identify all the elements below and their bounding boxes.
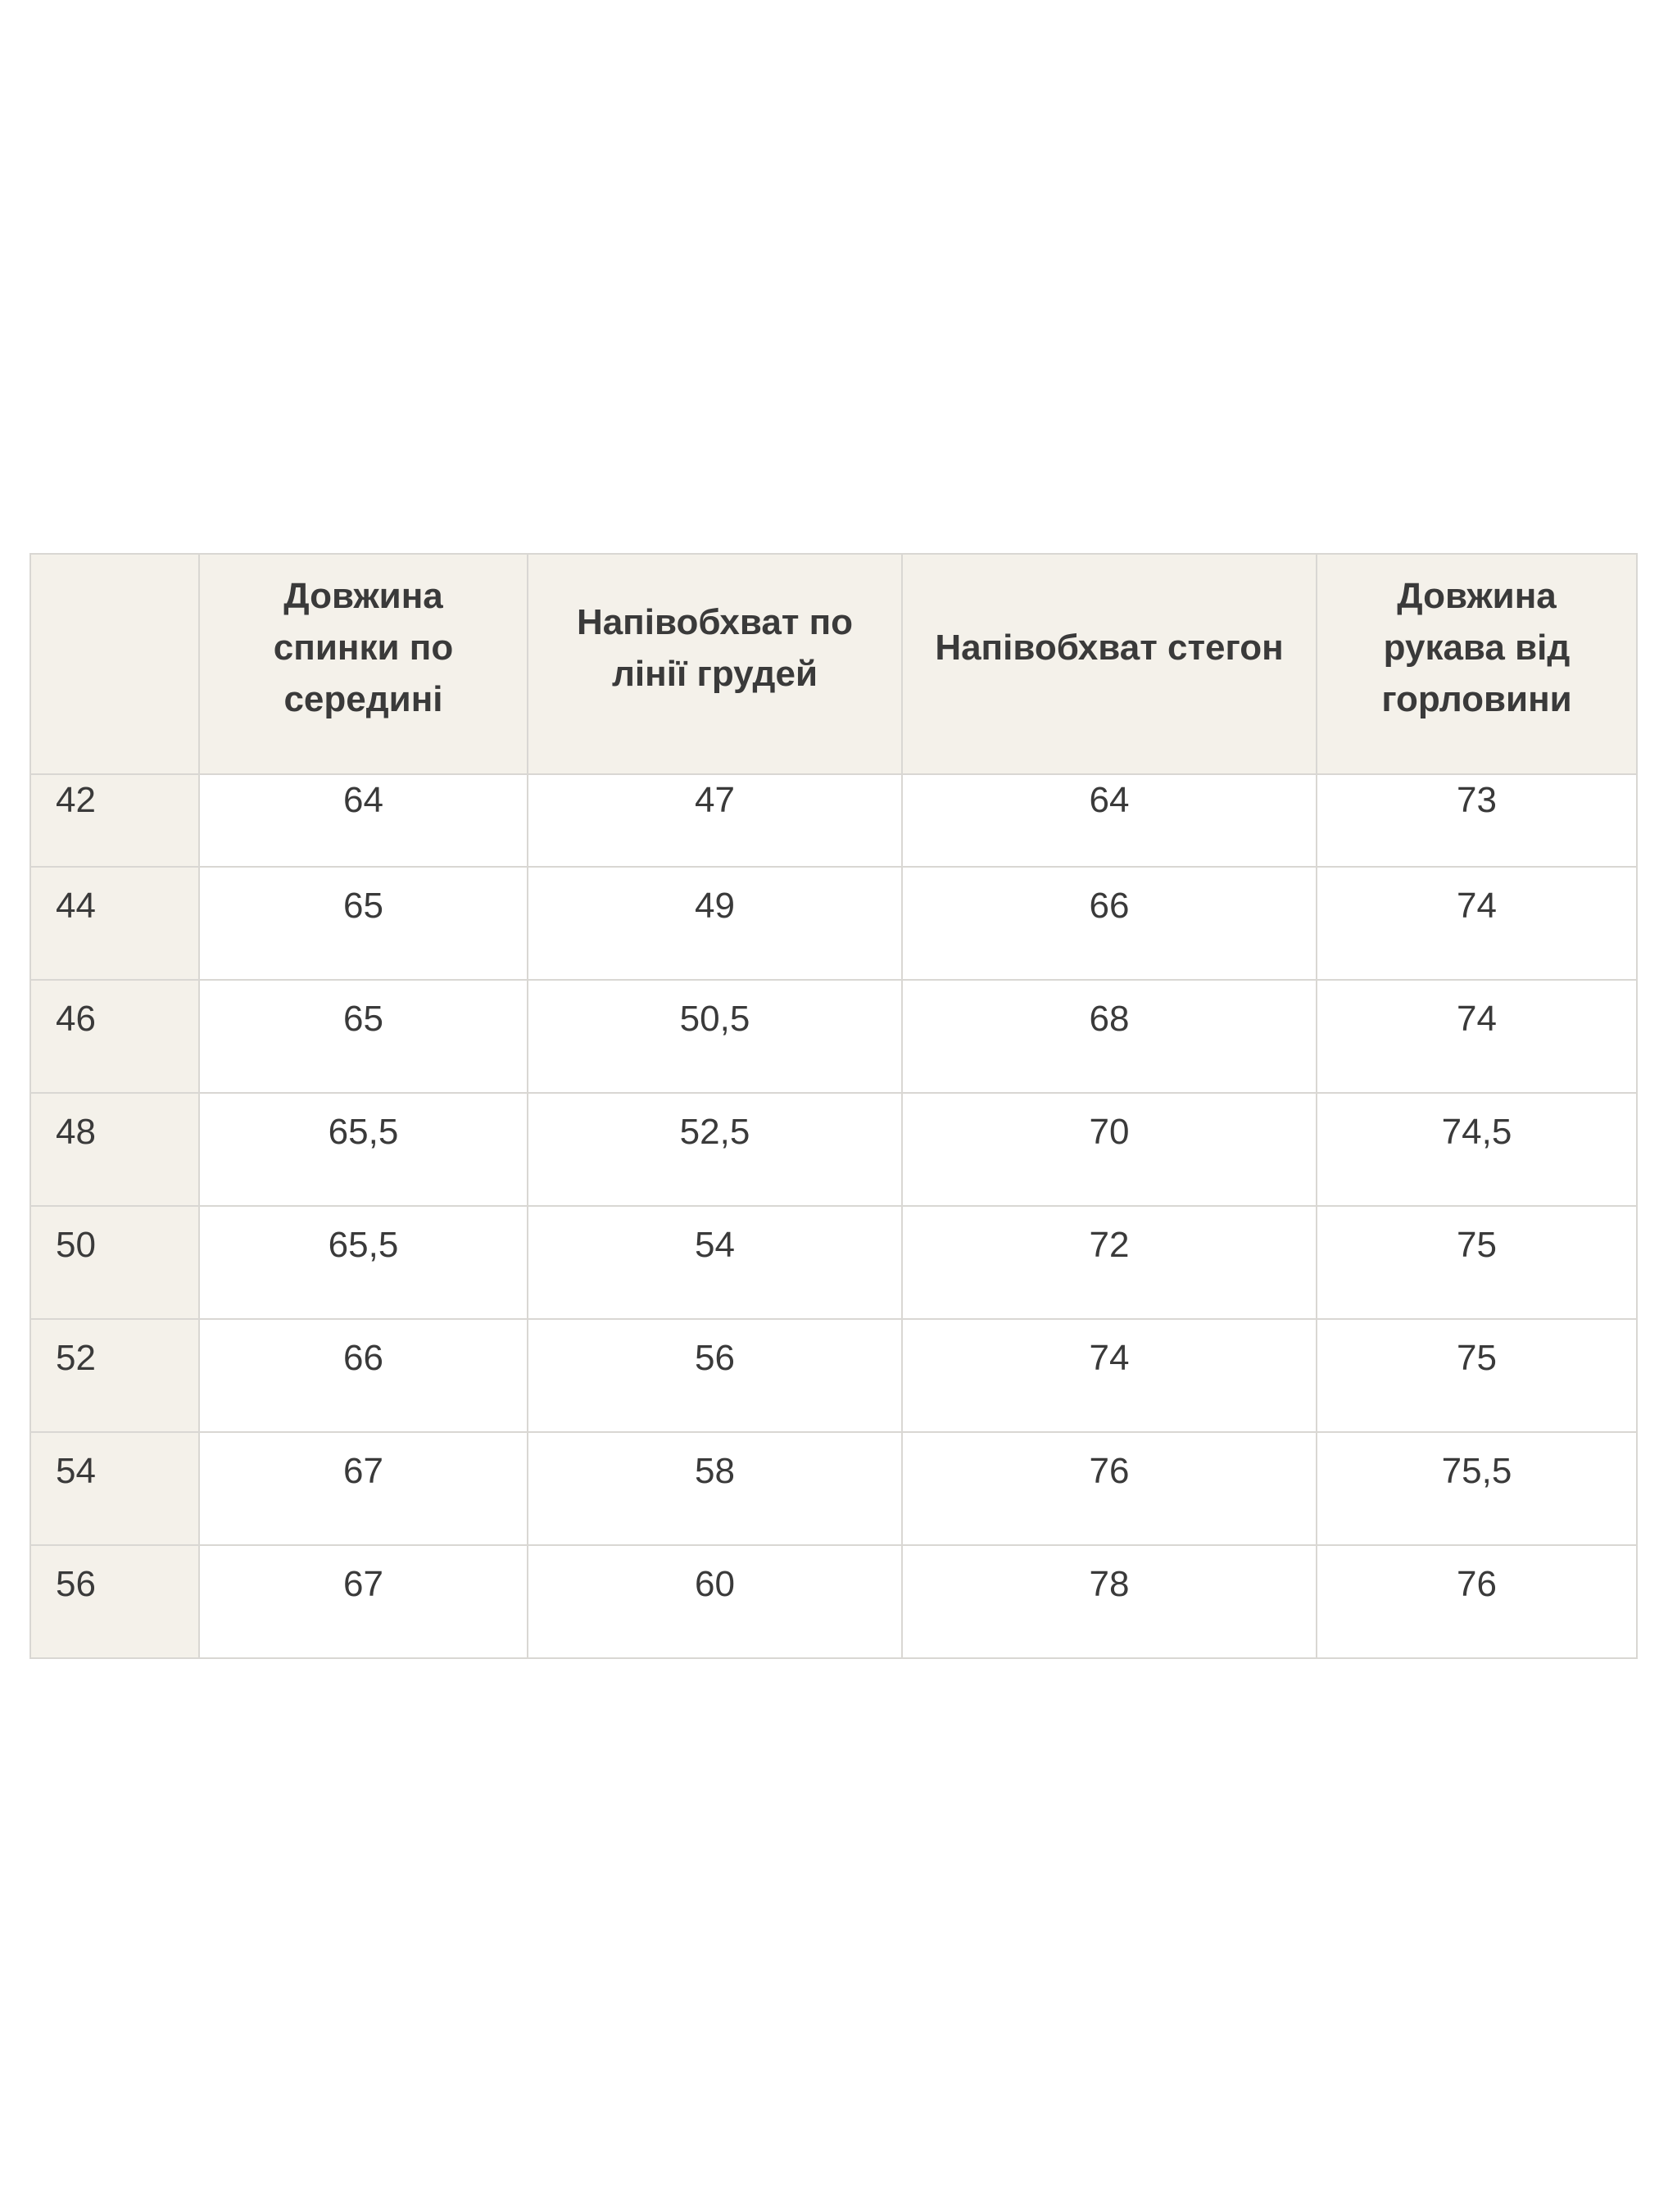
value-cell: 54	[527, 1205, 903, 1320]
table-row: 56 67 60 78 76	[29, 1544, 1638, 1659]
value-cell: 47	[527, 773, 903, 868]
row-size-cell: 44	[29, 866, 200, 981]
value-cell: 74	[1316, 866, 1638, 981]
table-row: 52 66 56 74 75	[29, 1318, 1638, 1433]
column-header-sleeve-length: Довжина рукава від горловини	[1316, 553, 1638, 775]
value-cell: 66	[901, 866, 1317, 981]
row-size-cell: 50	[29, 1205, 200, 1320]
column-header-half-chest: Напівобхват по лінії грудей	[527, 553, 903, 775]
value-cell: 74	[901, 1318, 1317, 1433]
value-cell: 56	[527, 1318, 903, 1433]
row-size-cell: 42	[29, 773, 200, 868]
table-row: 46 65 50,5 68 74	[29, 979, 1638, 1094]
row-size-cell: 52	[29, 1318, 200, 1433]
value-cell: 52,5	[527, 1092, 903, 1207]
row-size-cell: 46	[29, 979, 200, 1094]
table-row: 48 65,5 52,5 70 74,5	[29, 1092, 1638, 1207]
row-size-cell: 48	[29, 1092, 200, 1207]
value-cell: 49	[527, 866, 903, 981]
column-header-size	[29, 553, 200, 775]
value-cell: 75	[1316, 1205, 1638, 1320]
value-cell: 68	[901, 979, 1317, 1094]
table-row: 44 65 49 66 74	[29, 866, 1638, 981]
value-cell: 58	[527, 1431, 903, 1546]
value-cell: 78	[901, 1544, 1317, 1659]
value-cell: 76	[901, 1431, 1317, 1546]
value-cell: 64	[198, 773, 528, 868]
table-header-row: Довжина спинки по середині Напівобхват п…	[29, 553, 1638, 775]
value-cell: 67	[198, 1544, 528, 1659]
size-table: Довжина спинки по середині Напівобхват п…	[29, 553, 1638, 1659]
column-header-back-length: Довжина спинки по середині	[198, 553, 528, 775]
value-cell: 65	[198, 866, 528, 981]
value-cell: 50,5	[527, 979, 903, 1094]
value-cell: 74	[1316, 979, 1638, 1094]
value-cell: 73	[1316, 773, 1638, 868]
row-size-cell: 54	[29, 1431, 200, 1546]
value-cell: 65,5	[198, 1092, 528, 1207]
size-chart: Довжина спинки по середині Напівобхват п…	[29, 553, 1638, 1659]
value-cell: 65,5	[198, 1205, 528, 1320]
value-cell: 64	[901, 773, 1317, 868]
value-cell: 66	[198, 1318, 528, 1433]
value-cell: 67	[198, 1431, 528, 1546]
column-header-half-hips: Напівобхват стегон	[901, 553, 1317, 775]
value-cell: 70	[901, 1092, 1317, 1207]
value-cell: 60	[527, 1544, 903, 1659]
value-cell: 75,5	[1316, 1431, 1638, 1546]
row-size-cell: 56	[29, 1544, 200, 1659]
value-cell: 76	[1316, 1544, 1638, 1659]
value-cell: 65	[198, 979, 528, 1094]
value-cell: 72	[901, 1205, 1317, 1320]
value-cell: 75	[1316, 1318, 1638, 1433]
value-cell: 74,5	[1316, 1092, 1638, 1207]
table-row: 50 65,5 54 72 75	[29, 1205, 1638, 1320]
table-row: 42 64 47 64 73	[29, 773, 1638, 868]
table-row: 54 67 58 76 75,5	[29, 1431, 1638, 1546]
